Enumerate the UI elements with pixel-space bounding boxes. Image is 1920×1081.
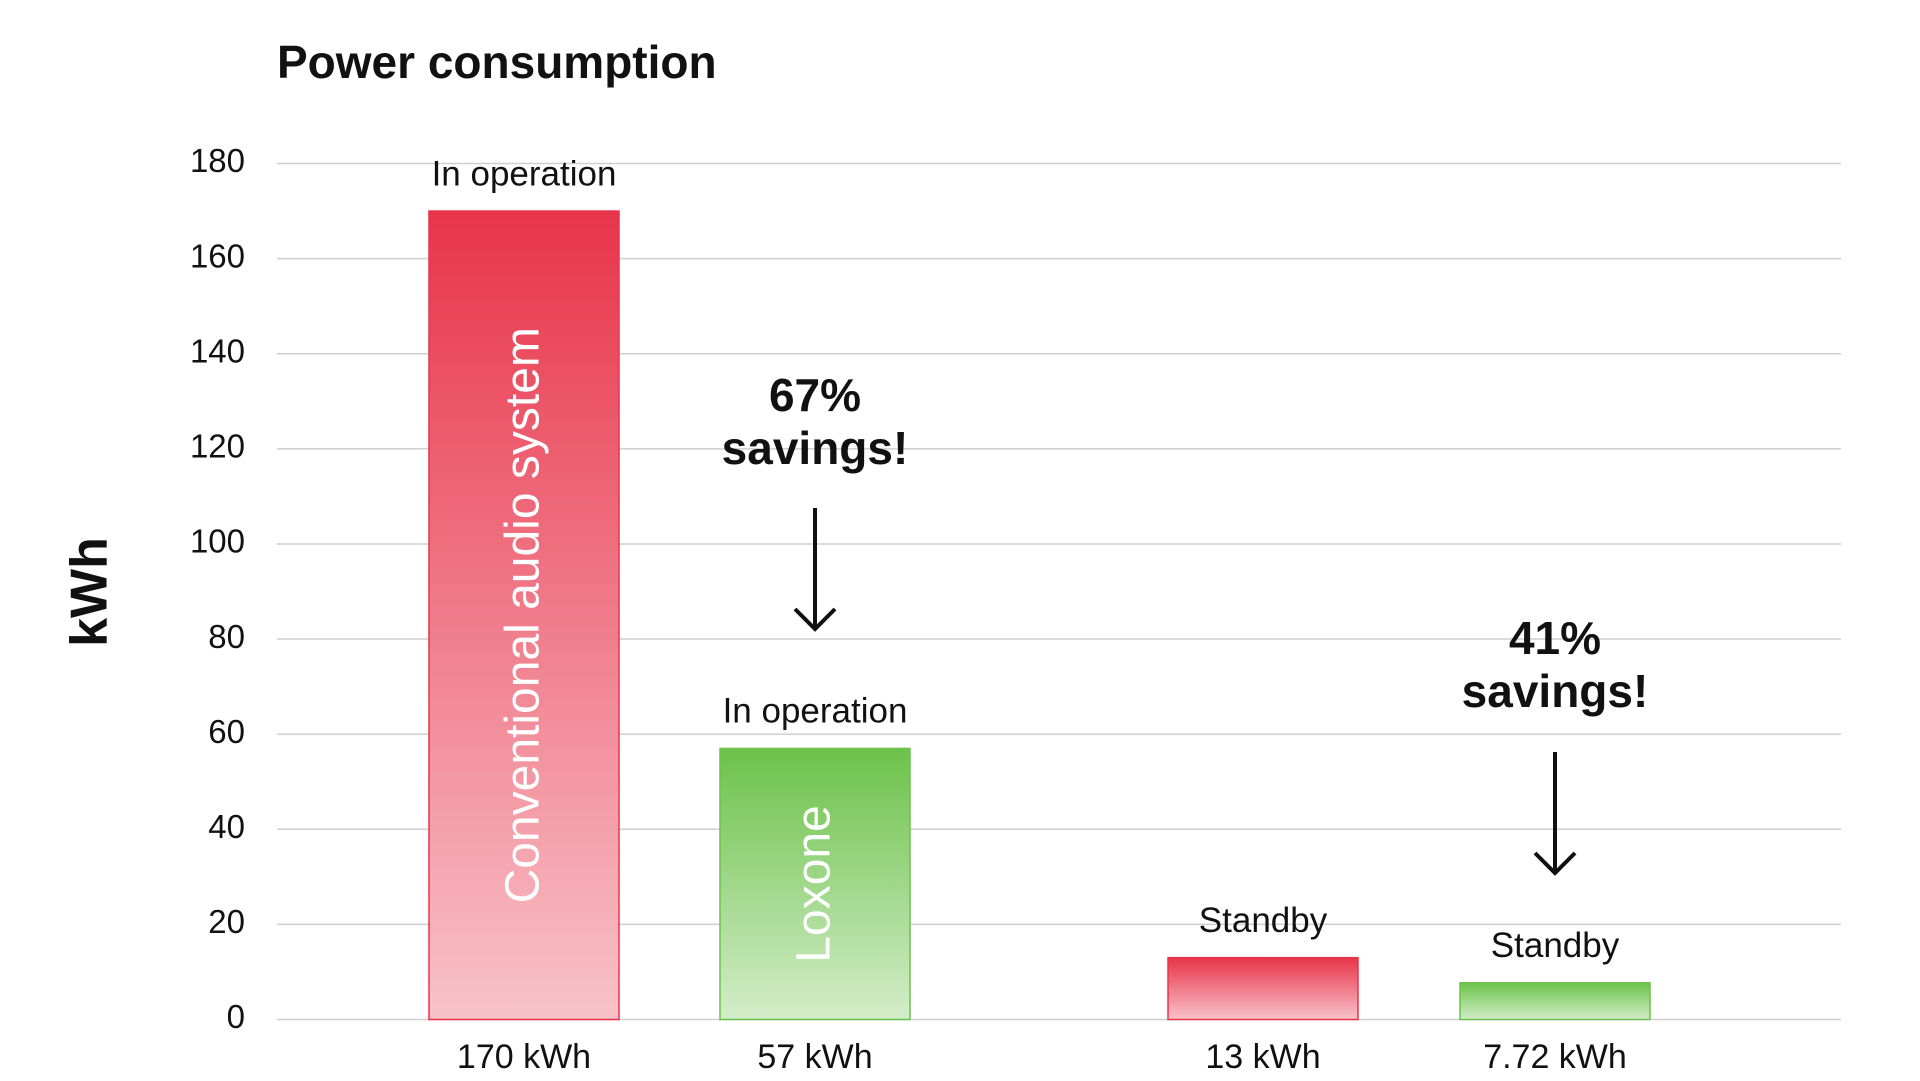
bar-category-label: Standby [1491,926,1620,965]
y-tick-label: 40 [208,808,245,845]
chart-title: Power consumption [277,36,717,88]
annotation: savings! [722,422,909,474]
bar [1459,982,1651,1021]
y-tick-label: 120 [190,428,245,465]
bar [428,210,620,1021]
y-tick-label: 0 [227,998,245,1035]
bar [719,747,911,1021]
bar-name: Loxone [788,805,841,962]
y-tick-label: 140 [190,332,245,369]
y-tick-label: 180 [190,142,245,179]
y-axis-label: kWh [61,537,119,647]
value-label: 170 kWh [457,1038,591,1076]
value-label: 7.72 kWh [1483,1038,1627,1076]
bar [1167,956,1359,1021]
y-tick-label: 160 [190,237,245,274]
annotation: 67% [769,369,861,421]
annotation-arrowhead [793,607,837,632]
y-tick-label: 100 [190,523,245,560]
bar-category-label: In operation [723,692,908,731]
bar-name: Conventional audio system [497,327,550,903]
value-label: 57 kWh [757,1038,872,1076]
y-tick-label: 60 [208,713,245,750]
bar-category-label: Standby [1199,901,1328,940]
annotation: savings! [1462,665,1649,717]
bar-category-label: In operation [432,154,617,193]
y-tick-label: 20 [208,903,245,940]
y-tick-label: 80 [208,618,245,655]
annotation-arrowhead [1533,851,1577,876]
value-label: 13 kWh [1205,1038,1320,1076]
annotation: 41% [1509,612,1601,664]
